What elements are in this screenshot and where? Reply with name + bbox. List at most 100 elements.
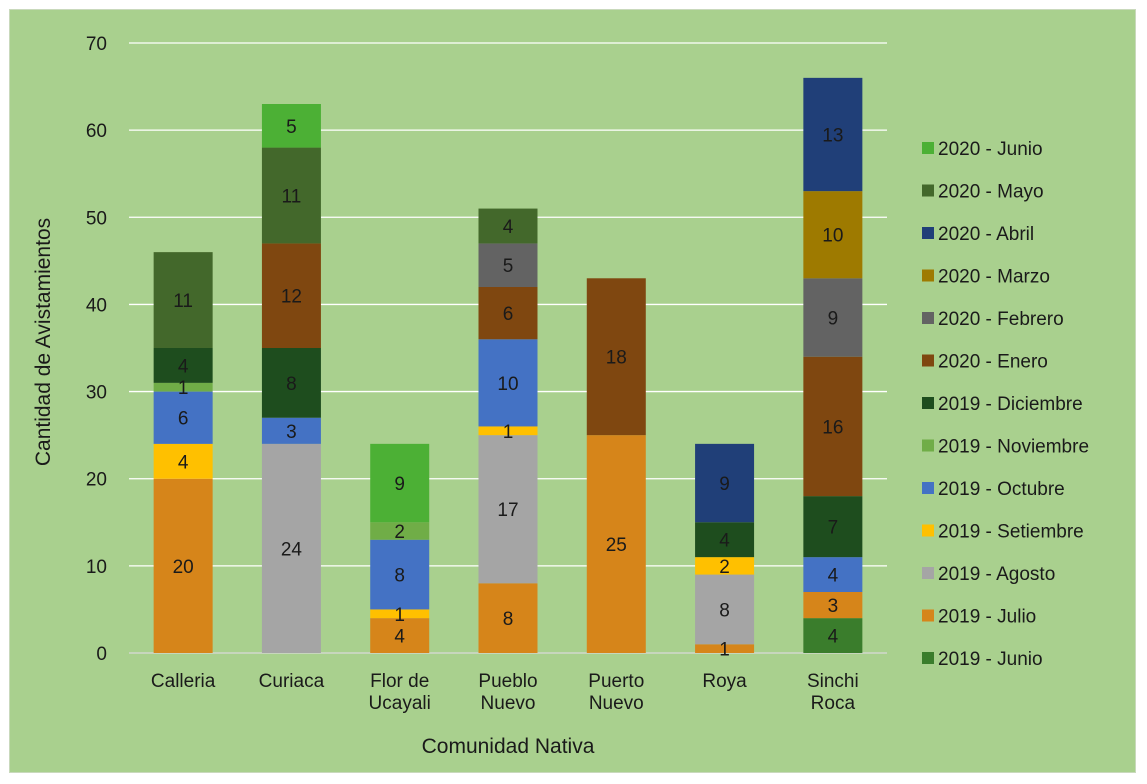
data-label: 3 bbox=[286, 422, 297, 443]
data-label: 9 bbox=[828, 309, 839, 330]
data-label: 13 bbox=[822, 126, 843, 147]
bar-segment bbox=[803, 618, 863, 653]
legend-swatch bbox=[922, 609, 934, 622]
x-tick-label: Puerto Nuevo bbox=[588, 671, 644, 714]
bar-segment bbox=[586, 435, 646, 653]
legend-swatch bbox=[922, 227, 934, 239]
bar-segment bbox=[803, 557, 863, 592]
bar-segment bbox=[261, 243, 321, 348]
data-label: 25 bbox=[606, 535, 627, 556]
bar-segment bbox=[370, 443, 430, 523]
bar-segment bbox=[261, 147, 321, 244]
y-tick-label: 70 bbox=[86, 34, 107, 55]
legend-entry: 2019 - Julio bbox=[938, 607, 1036, 628]
legend-entry: 2020 - Junio bbox=[938, 139, 1043, 160]
legend-entry: 2019 - Junio bbox=[938, 649, 1043, 670]
bar-segment bbox=[695, 644, 755, 653]
legend-entry: 2020 - Abril bbox=[938, 224, 1034, 245]
data-label: 5 bbox=[503, 256, 514, 277]
bar-segment bbox=[803, 356, 863, 497]
legend-swatch bbox=[922, 482, 934, 494]
y-tick-label: 50 bbox=[86, 208, 107, 229]
data-label: 4 bbox=[178, 452, 189, 473]
legend-swatch bbox=[922, 524, 934, 537]
data-label: 2 bbox=[394, 522, 405, 543]
legend-swatch bbox=[922, 142, 934, 154]
data-label: 5 bbox=[286, 117, 297, 138]
data-label: 1 bbox=[394, 605, 405, 626]
y-axis-ticks: 0 10 20 30 40 50 60 70 bbox=[86, 34, 107, 665]
data-label: 7 bbox=[828, 518, 839, 539]
legend-entry: 2020 - Marzo bbox=[938, 267, 1050, 288]
data-label: 9 bbox=[394, 474, 405, 495]
data-label: 8 bbox=[394, 566, 405, 587]
x-tick-label-line: Flor de bbox=[370, 671, 429, 692]
bar-segment bbox=[478, 426, 538, 436]
bar-segment bbox=[370, 539, 430, 610]
data-label: 4 bbox=[828, 627, 839, 648]
bar-segment bbox=[261, 104, 321, 148]
bar-segment bbox=[478, 287, 538, 340]
legend-entry: 2019 - Agosto bbox=[938, 564, 1055, 585]
legend-entry: 2020 - Enero bbox=[938, 352, 1048, 373]
data-label: 4 bbox=[719, 531, 730, 552]
x-tick-label-line: Nuevo bbox=[589, 693, 644, 714]
legend-entry: 2020 - Mayo bbox=[938, 182, 1044, 203]
bar-segment bbox=[803, 278, 863, 357]
bar-segment bbox=[478, 339, 538, 427]
x-tick-label-line: Puerto bbox=[588, 671, 644, 692]
legend-entry: 2019 - Setiembre bbox=[938, 522, 1084, 543]
bar-segment bbox=[695, 443, 755, 523]
bar-segment bbox=[478, 208, 538, 244]
bar-segment bbox=[261, 348, 321, 418]
bar-segment bbox=[153, 252, 213, 348]
data-label: 4 bbox=[828, 566, 839, 587]
data-label: 1 bbox=[719, 640, 730, 661]
x-tick-label: Roya bbox=[702, 671, 747, 692]
bar-segment bbox=[261, 443, 321, 653]
x-tick-label: Calleria bbox=[151, 671, 216, 692]
x-tick-label: Flor de Ucayali bbox=[369, 671, 431, 714]
legend-entry: 2020 - Febrero bbox=[938, 309, 1064, 330]
bar-segment bbox=[370, 522, 430, 540]
legend-entry: 2019 - Noviembre bbox=[938, 437, 1089, 458]
x-axis-title: Comunidad Nativa bbox=[422, 735, 595, 758]
data-label: 4 bbox=[178, 356, 189, 377]
data-label: 3 bbox=[828, 596, 839, 617]
y-tick-label: 20 bbox=[86, 470, 107, 491]
data-label: 16 bbox=[822, 417, 843, 438]
data-label: 18 bbox=[606, 348, 627, 369]
x-tick-label-line: Roya bbox=[702, 671, 747, 692]
bar-segment bbox=[695, 574, 755, 645]
data-label: 2 bbox=[719, 557, 730, 578]
data-label: 11 bbox=[282, 187, 302, 208]
legend-swatch bbox=[922, 312, 934, 324]
bar-segment bbox=[153, 348, 213, 383]
x-tick-label-line: Ucayali bbox=[369, 693, 431, 714]
y-tick-label: 0 bbox=[96, 644, 107, 665]
bars bbox=[153, 77, 863, 653]
data-label: 11 bbox=[173, 291, 193, 312]
y-axis-title: Cantidad de Avistamientos bbox=[32, 218, 55, 466]
data-label: 20 bbox=[173, 557, 194, 578]
legend-entry: 2019 - Octubre bbox=[938, 479, 1065, 500]
x-tick-label-line: Curiaca bbox=[259, 671, 325, 692]
data-label: 10 bbox=[822, 226, 843, 247]
bar-segment bbox=[803, 496, 863, 558]
bar-segment bbox=[153, 391, 213, 444]
data-label: 12 bbox=[281, 287, 302, 308]
bar-segment bbox=[370, 618, 430, 653]
y-tick-label: 40 bbox=[86, 295, 107, 316]
legend-swatch bbox=[922, 184, 934, 197]
data-label: 6 bbox=[178, 409, 189, 430]
bar-segment bbox=[695, 522, 755, 558]
data-label: 6 bbox=[503, 304, 514, 325]
legend-swatch bbox=[922, 354, 934, 367]
x-tick-label-line: Sinchi bbox=[807, 671, 859, 692]
legend-swatch bbox=[922, 397, 934, 409]
x-tick-label: Curiaca bbox=[259, 671, 325, 692]
bar-segment bbox=[695, 557, 755, 575]
y-tick-label: 10 bbox=[86, 557, 107, 578]
data-label: 10 bbox=[497, 374, 518, 395]
